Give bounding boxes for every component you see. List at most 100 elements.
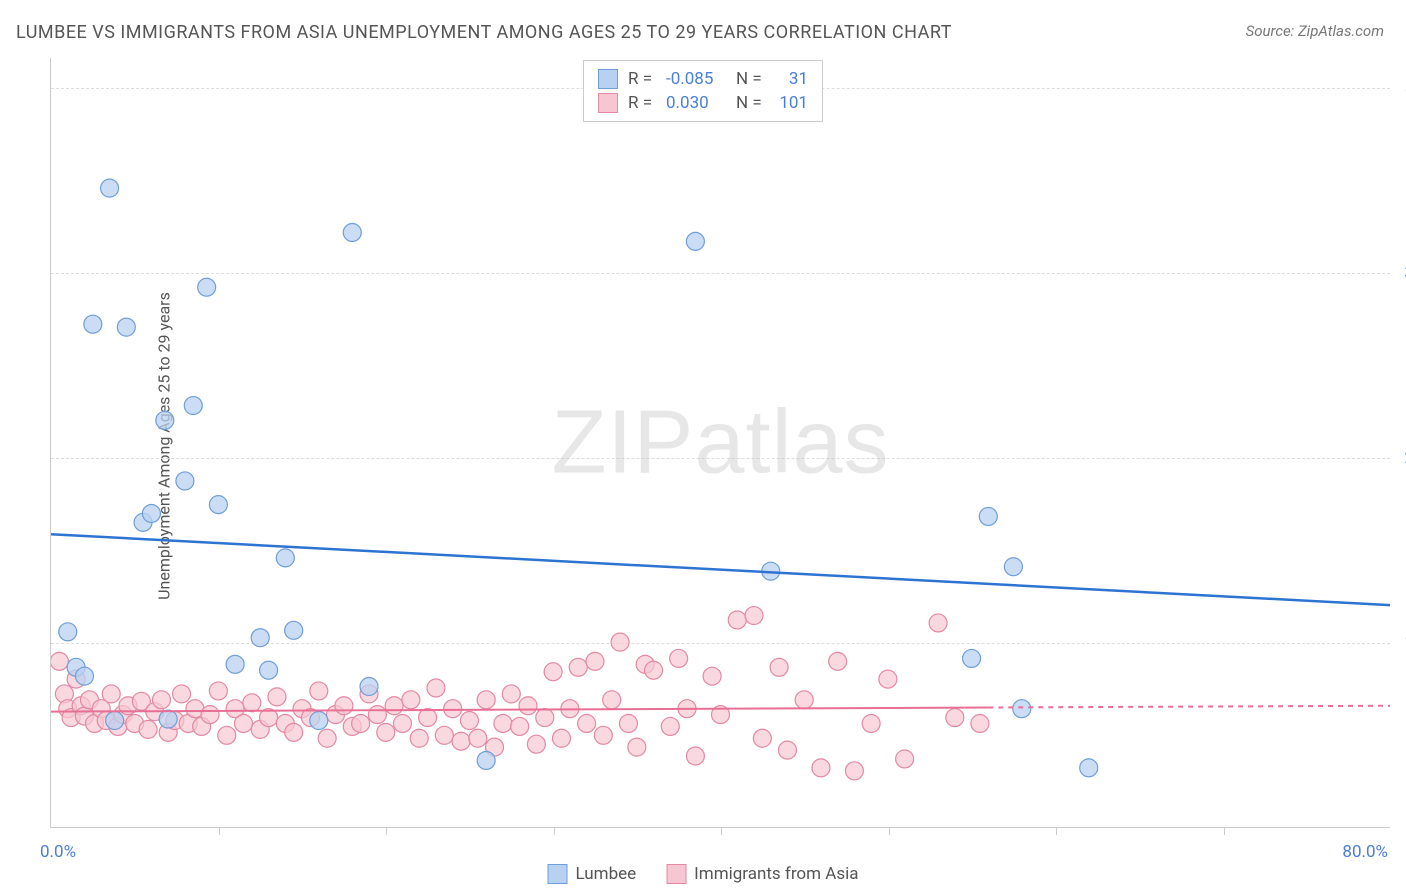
data-point	[51, 652, 68, 670]
data-point	[260, 661, 278, 679]
data-point	[75, 667, 93, 685]
data-point	[452, 732, 470, 750]
x-max-label: 80.0%	[1342, 842, 1388, 862]
data-point	[335, 697, 353, 715]
data-point	[276, 549, 294, 567]
source-credit: Source: ZipAtlas.com	[1246, 22, 1384, 40]
data-point	[845, 762, 863, 780]
data-point	[778, 741, 796, 759]
data-point	[106, 712, 124, 730]
data-point	[963, 649, 981, 667]
data-point	[117, 318, 135, 336]
x-tick	[889, 827, 890, 835]
data-point	[226, 655, 244, 673]
data-point	[703, 667, 721, 685]
data-point	[218, 726, 236, 744]
data-point	[352, 714, 370, 732]
data-point	[176, 472, 194, 490]
data-point	[553, 729, 571, 747]
data-point	[285, 723, 303, 741]
data-point	[829, 652, 847, 670]
data-point	[862, 714, 880, 732]
data-point	[527, 735, 545, 753]
data-point	[502, 685, 520, 703]
data-point	[536, 709, 554, 727]
data-point	[318, 729, 336, 747]
data-point	[946, 709, 964, 727]
data-point	[619, 714, 637, 732]
data-point	[795, 691, 813, 709]
data-point	[368, 706, 386, 724]
data-point	[419, 709, 437, 727]
data-point	[184, 397, 202, 415]
data-point	[745, 607, 763, 625]
data-point	[812, 759, 830, 777]
data-point	[477, 751, 495, 769]
legend-label: Lumbee	[576, 864, 637, 884]
x-tick	[721, 827, 722, 835]
data-point	[469, 729, 487, 747]
data-point	[310, 682, 328, 700]
legend-r-value: 0.030	[666, 93, 726, 113]
data-point	[594, 726, 612, 744]
data-point	[1080, 759, 1098, 777]
data-point	[410, 729, 428, 747]
x-tick	[1056, 827, 1057, 835]
data-point	[285, 621, 303, 639]
data-point	[385, 697, 403, 715]
data-point	[343, 224, 361, 242]
data-point	[102, 685, 120, 703]
plot-area: ZIPatlas 12.5%25.0%37.5%50.0%	[50, 58, 1390, 828]
x-tick	[1224, 827, 1225, 835]
legend-item: Lumbee	[548, 864, 637, 884]
data-point	[159, 710, 177, 728]
legend-n-value: 101	[774, 93, 808, 113]
chart-title: LUMBEE VS IMMIGRANTS FROM ASIA UNEMPLOYM…	[16, 22, 952, 43]
data-point	[686, 232, 704, 250]
data-point	[142, 504, 160, 522]
data-point	[360, 678, 378, 696]
data-point	[234, 714, 252, 732]
data-point	[519, 697, 537, 715]
data-point	[544, 663, 562, 681]
data-point	[603, 691, 621, 709]
data-point	[173, 685, 191, 703]
data-point	[611, 633, 629, 651]
data-point	[139, 720, 157, 738]
y-tick-label: 12.5%	[1395, 633, 1406, 653]
data-point	[670, 649, 688, 667]
series-legend: Lumbee Immigrants from Asia	[548, 864, 859, 884]
data-point	[427, 679, 445, 697]
y-tick-label: 37.5%	[1395, 263, 1406, 283]
data-point	[152, 691, 170, 709]
data-point	[209, 496, 227, 514]
legend-swatch	[598, 93, 618, 113]
data-point	[198, 278, 216, 296]
legend-r-label: R =	[628, 93, 656, 113]
data-point	[243, 694, 261, 712]
x-tick	[386, 827, 387, 835]
data-point	[586, 652, 604, 670]
data-point	[770, 658, 788, 676]
data-point	[209, 682, 227, 700]
data-point	[377, 723, 395, 741]
x-tick	[554, 827, 555, 835]
data-point	[628, 738, 646, 756]
scatter-svg	[51, 58, 1390, 827]
legend-swatch	[666, 864, 686, 884]
data-point	[1013, 700, 1031, 718]
data-point	[645, 661, 663, 679]
data-point	[84, 315, 102, 333]
legend-r-label: R =	[628, 69, 656, 89]
x-origin-label: 0.0%	[40, 842, 76, 862]
data-point	[929, 614, 947, 632]
legend-r-value: -0.085	[666, 69, 726, 89]
data-point	[435, 726, 453, 744]
data-point	[402, 691, 420, 709]
y-tick-label: 25.0%	[1395, 448, 1406, 468]
data-point	[728, 611, 746, 629]
data-point	[460, 712, 478, 730]
legend-swatch	[598, 69, 618, 89]
legend-item: Immigrants from Asia	[666, 864, 858, 884]
data-point	[686, 747, 704, 765]
